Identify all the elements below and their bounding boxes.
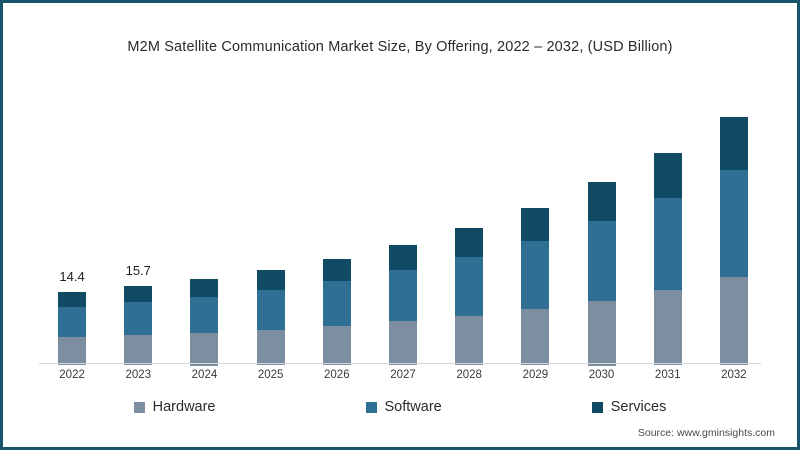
bar-segment-services[interactable]	[124, 286, 153, 302]
bar-group[interactable]	[256, 270, 285, 365]
bar-segment-software[interactable]	[653, 198, 682, 290]
bar-segment-software[interactable]	[389, 270, 417, 321]
chart-legend: Hardware Software Services	[3, 399, 797, 415]
bar-segment-software[interactable]	[322, 281, 351, 326]
bar-segment-hardware[interactable]	[521, 309, 550, 365]
bar-group[interactable]	[190, 279, 219, 366]
bar-group[interactable]: 15.7	[124, 263, 153, 365]
x-tick-label: 2022	[59, 369, 85, 381]
bar-segment-hardware[interactable]	[58, 337, 87, 365]
stacked-bar[interactable]	[521, 208, 550, 365]
legend-label: Hardware	[152, 399, 216, 415]
stacked-bar[interactable]	[455, 228, 484, 365]
stacked-bar[interactable]	[256, 270, 285, 365]
bar-segment-services[interactable]	[58, 292, 87, 307]
source-note: Source: www.gminsights.com	[637, 427, 775, 439]
bar-segment-services[interactable]	[653, 153, 682, 198]
bar-segment-hardware[interactable]	[719, 277, 748, 365]
x-tick-label: 2031	[654, 369, 681, 381]
legend-swatch-icon	[365, 401, 377, 413]
bar-segment-services[interactable]	[719, 117, 748, 170]
x-tick-label: 2029	[522, 369, 549, 381]
bar-group[interactable]	[521, 208, 550, 365]
bar-segment-software[interactable]	[256, 290, 285, 330]
bar-segment-services[interactable]	[389, 245, 417, 270]
bar-segment-hardware[interactable]	[124, 335, 153, 365]
bar-segment-software[interactable]	[719, 170, 748, 277]
bar-segment-hardware[interactable]	[455, 316, 484, 365]
x-tick-label: 2030	[588, 369, 615, 381]
bar-segment-software[interactable]	[455, 257, 484, 316]
chart-title: M2M Satellite Communication Market Size,…	[127, 39, 673, 55]
bar-segment-software[interactable]	[521, 241, 550, 309]
legend-item-software[interactable]: Software	[365, 399, 442, 415]
bar-group[interactable]	[322, 259, 351, 365]
bar-segment-hardware[interactable]	[653, 290, 682, 365]
bar-segment-hardware[interactable]	[322, 326, 351, 365]
x-tick-label: 2024	[191, 369, 218, 381]
bar-group[interactable]	[719, 117, 748, 365]
legend-label: Software	[384, 399, 442, 415]
stacked-bar[interactable]	[190, 279, 219, 366]
x-tick-label: 2027	[390, 369, 416, 381]
legend-label: Services	[610, 399, 667, 415]
stacked-bar[interactable]	[322, 259, 351, 365]
x-tick-label: 2028	[456, 369, 482, 381]
bar-segment-software[interactable]	[124, 302, 153, 335]
stacked-bar[interactable]	[587, 182, 616, 366]
legend-swatch-icon	[591, 401, 603, 413]
stacked-bar[interactable]	[124, 286, 153, 365]
bar-group[interactable]: 14.4	[58, 269, 87, 365]
legend-item-services[interactable]: Services	[591, 399, 667, 415]
bar-segment-software[interactable]	[58, 307, 87, 337]
stacked-bar[interactable]	[653, 153, 682, 365]
stacked-bar[interactable]	[389, 245, 417, 365]
bar-segment-services[interactable]	[256, 270, 285, 290]
x-axis-line	[39, 363, 761, 364]
x-tick-label: 2032	[721, 369, 747, 381]
bar-segment-software[interactable]	[587, 221, 616, 301]
bar-group[interactable]	[587, 182, 616, 366]
bar-segment-services[interactable]	[587, 182, 616, 221]
plot-area: 14.4 15.7	[39, 73, 767, 366]
bar-segment-services[interactable]	[521, 208, 550, 241]
x-tick-label: 2023	[125, 369, 152, 381]
bar-segment-services[interactable]	[322, 259, 351, 281]
bar-value-label: 15.7	[125, 263, 151, 278]
bar-segment-services[interactable]	[455, 228, 484, 257]
bar-value-label: 14.4	[59, 269, 85, 284]
bar-segment-hardware[interactable]	[389, 321, 417, 365]
bar-segment-hardware[interactable]	[256, 330, 285, 365]
legend-item-hardware[interactable]: Hardware	[133, 399, 216, 415]
bar-segment-services[interactable]	[190, 279, 219, 297]
stacked-bar[interactable]	[719, 117, 748, 365]
legend-swatch-icon	[133, 401, 145, 413]
bar-segment-hardware[interactable]	[190, 333, 219, 366]
bar-segment-hardware[interactable]	[587, 301, 616, 366]
stacked-bar[interactable]	[58, 292, 87, 365]
bar-segment-software[interactable]	[190, 297, 219, 333]
bar-group[interactable]	[389, 245, 417, 365]
x-tick-label: 2025	[257, 369, 284, 381]
bar-group[interactable]	[653, 153, 682, 365]
bar-group[interactable]	[455, 228, 484, 365]
x-axis-tick-labels: 2022 2023 2024 2025 2026 2027 2028 2029 2030 2031…	[39, 369, 767, 389]
x-tick-label: 2026	[324, 369, 350, 381]
